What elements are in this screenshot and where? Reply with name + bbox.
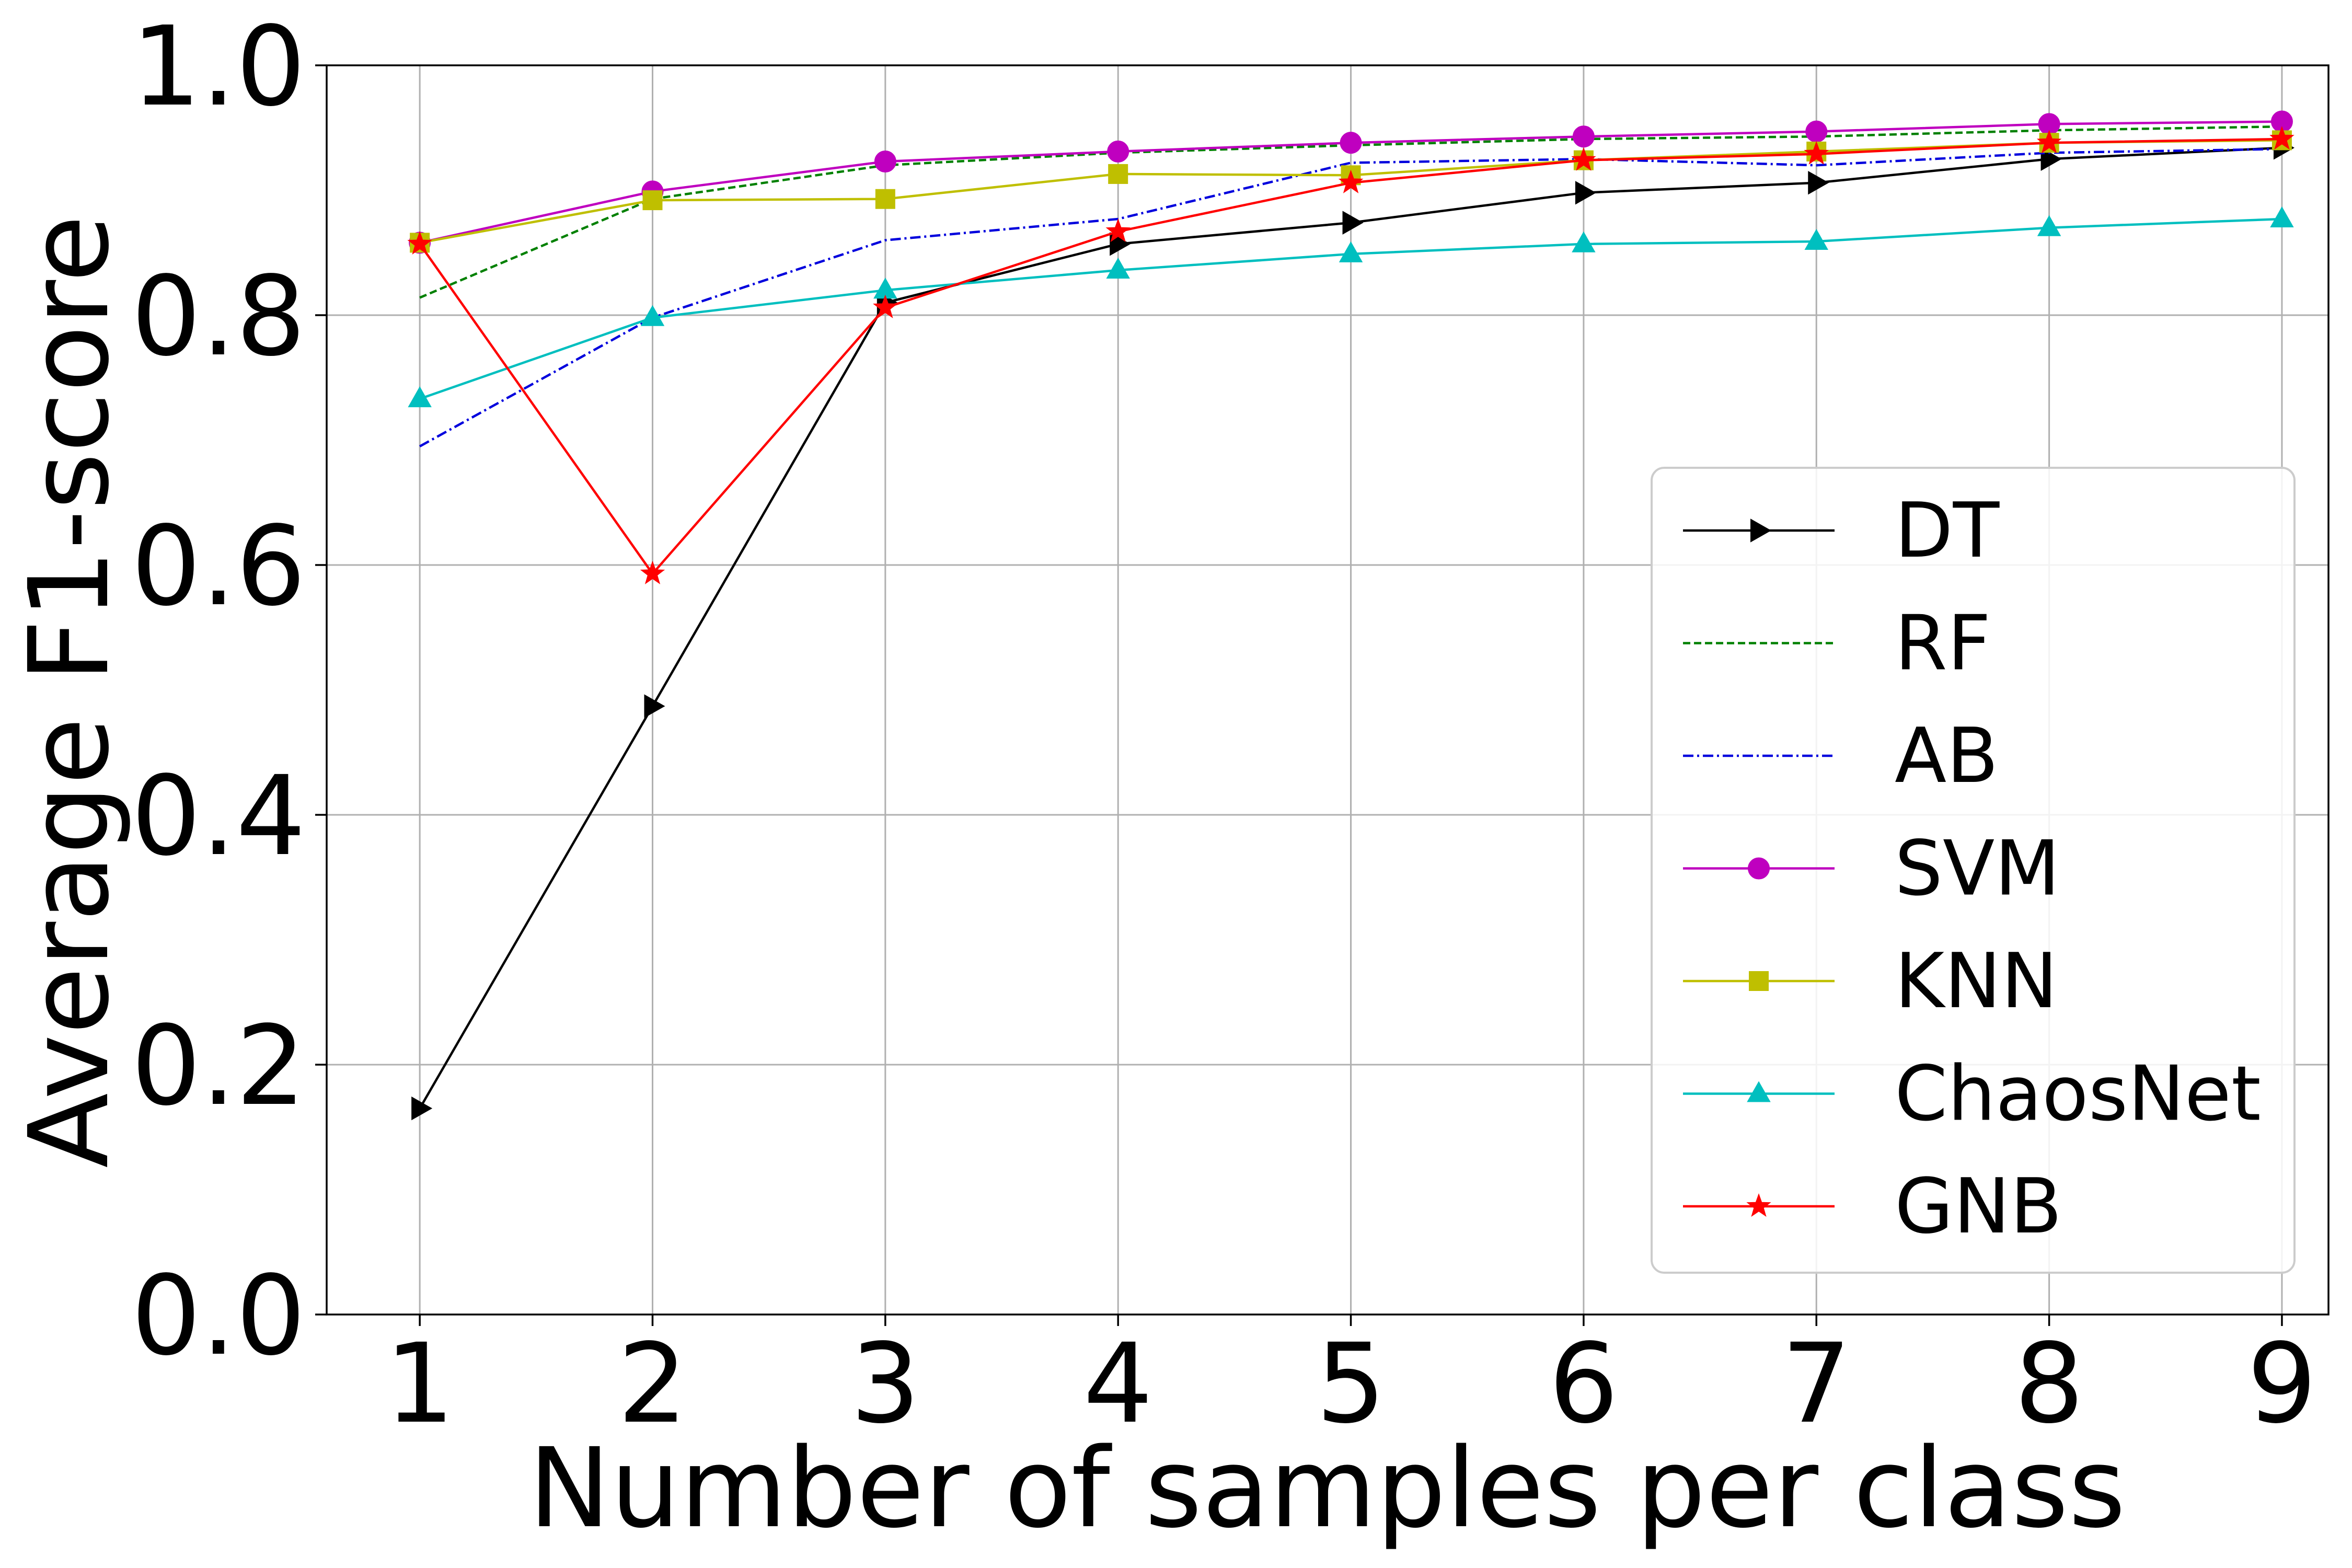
data-point [2040,147,2062,171]
x-tick-label: 7 [1781,1320,1851,1448]
plot-frame [326,64,2330,1316]
legend-marker [1746,1193,1771,1217]
data-point [1572,231,1596,252]
legend-marker [1747,1081,1771,1102]
data-point [1575,181,1596,205]
data-point [2270,206,2294,227]
x-tick-label: 5 [1316,1320,1386,1448]
x-tick-label: 8 [2014,1320,2084,1448]
data-point [1808,170,1829,195]
data-point [411,1096,433,1121]
y-tick-label: 0.8 [131,252,306,381]
data-point [408,386,432,408]
legend-label: SVM [1895,825,2060,913]
data-point [873,294,898,318]
series-gnb [407,126,2295,584]
plot-series [407,110,2295,1121]
data-point [1340,132,1362,154]
y-tick-label: 0.2 [131,1002,306,1130]
data-point [2037,215,2061,236]
legend-marker [1748,857,1770,880]
legend-item: AB [1683,712,1999,800]
data-point [875,189,895,209]
data-point [407,230,432,255]
axes: 1 2 3 4 5 6 7 8 9 0.0 0.2 0.4 0.6 0.8 1.0 [131,3,2330,1448]
legend-label: ChaosNet [1895,1050,2261,1138]
legend-item: SVM [1683,825,2060,913]
legend-item: ChaosNet [1683,1050,2261,1138]
data-point [644,694,665,718]
y-tick-label: 0.6 [131,502,306,630]
data-point [1338,169,1364,193]
data-point [1342,211,1364,235]
data-point [640,560,665,584]
x-tick-label: 9 [2247,1320,2317,1448]
x-tick-label: 6 [1549,1320,1619,1448]
data-point [1571,147,1596,171]
legend-item: GNB [1683,1162,2062,1251]
legend-item: RF [1683,599,1991,688]
x-tick-label: 2 [618,1320,688,1448]
legend: DT RF AB SVM KNN ChaosNet GNB [1651,467,2296,1274]
data-point [2036,130,2062,154]
y-tick-label: 1.0 [131,3,306,131]
legend-item: KNN [1683,937,2058,1025]
series-line [419,147,2282,447]
legend-label: DT [1895,487,2000,575]
x-tick-label: 1 [385,1320,455,1448]
series-rf [419,125,2282,299]
data-point [1105,218,1131,243]
data-point [1108,164,1128,184]
series-svm [409,110,2293,254]
data-point [1804,228,1828,250]
series-line [419,125,2282,299]
data-point [1106,257,1130,279]
y-axis-label: Average F1-score [5,215,133,1168]
legend-label: GNB [1895,1162,2062,1251]
data-point [1805,120,1828,143]
data-point [1107,140,1129,163]
legend-label: RF [1895,599,1991,688]
y-tick-label: 0.4 [131,752,306,880]
series-chaosnet [408,206,2294,408]
data-point [1339,241,1363,262]
legend-label: KNN [1895,937,2058,1025]
y-tick-label: 0.0 [131,1252,306,1380]
data-point [1804,141,1829,165]
legend-label: AB [1895,712,1999,800]
series-ab [419,147,2282,447]
x-tick-label: 3 [850,1320,920,1448]
legend-marker [1750,518,1772,543]
legend-marker [1749,971,1769,991]
data-point [640,305,665,326]
legend-item: DT [1683,487,2000,575]
data-point [874,151,896,173]
legend-box [1651,467,2296,1274]
x-tick-label: 4 [1083,1320,1153,1448]
data-point [2269,126,2295,150]
x-axis-label: Number of samples per class [528,1424,2126,1552]
data-point [1572,125,1595,148]
data-point [642,190,663,211]
